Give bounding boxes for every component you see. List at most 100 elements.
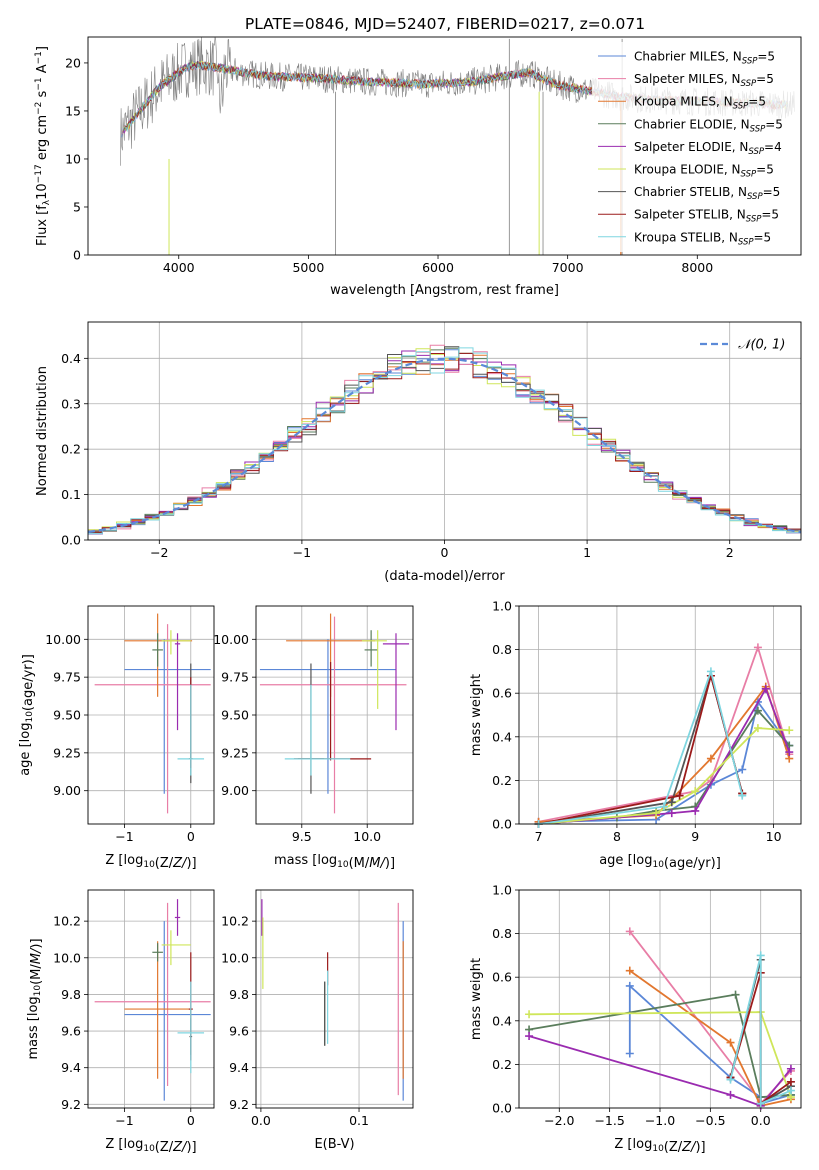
y-tick-label: 9.6 (229, 1024, 249, 1039)
y-tick-label: 10.00 (213, 632, 249, 647)
x-axis-label: Z [log10(Z/Z/)] (105, 1137, 196, 1155)
y-tick-label: 0.1 (61, 487, 81, 502)
x-tick-label: 0.0 (751, 1113, 771, 1128)
weight-marker (786, 1086, 795, 1095)
legend-entry: Kroupa STELIB, NSSP=5 (634, 230, 771, 247)
weight-marker (786, 1077, 795, 1086)
weight-marker (738, 791, 747, 800)
x-tick-label: 6000 (422, 260, 454, 275)
legend-entry: Salpeter STELIB, NSSP=5 (634, 208, 779, 225)
y-tick-label: 0.2 (492, 773, 512, 788)
age_vs_mass-errorbars (259, 613, 410, 814)
x-tick-label: −1 (115, 829, 133, 844)
x-axis-label: (data-model)/error (384, 569, 505, 584)
weight-marker (785, 726, 794, 735)
weight_vs_age-frame (518, 605, 802, 825)
x-axis-label: wavelength [Angstrom, rest frame] (330, 283, 559, 298)
y-tick-label: 0.4 (492, 729, 512, 744)
mass_vs_ebv-axes: 0.0 0.1 9.2 9.4 9.6 9.8 10.0 10.2 E(B-V) (221, 890, 413, 1152)
weight_vs_age-lines (534, 643, 794, 828)
mass_vs_Z-axes: −1 0 9.2 9.4 9.6 9.8 10.0 10.2 Z [log10(Z/Z/)] ma… (26, 890, 214, 1155)
mass_vs_ebv-frame (255, 889, 414, 1109)
weight-marker (625, 927, 634, 936)
weight-marker (691, 806, 700, 815)
x-axis-label: E(B-V) (314, 1137, 354, 1152)
spectrum-axes: 4000 5000 6000 7000 8000 0 5 10 15 20 wavelength [… (34, 46, 713, 298)
x-tick-label: 2 (726, 545, 734, 560)
y-tick-label: 10.2 (221, 914, 249, 929)
weight-marker (659, 802, 668, 811)
weight-marker (706, 667, 715, 676)
weight-marker (726, 1075, 735, 1084)
y-tick-label: 9.75 (53, 670, 81, 685)
y-tick-label: 1.0 (492, 599, 512, 614)
x-tick-label: 4000 (163, 260, 195, 275)
weight-marker (525, 1032, 534, 1041)
y-tick-label: 10.00 (45, 632, 81, 647)
y-tick-label: 10 (65, 151, 81, 166)
x-tick-label: 0 (441, 545, 449, 560)
y-tick-label: 0.6 (492, 686, 512, 701)
spectrum-frame (87, 36, 802, 256)
legend-entry: Chabrier STELIB, NSSP=5 (634, 185, 780, 202)
spectrum-legend: Chabrier MILES, NSSP=5 Salpeter MILES, NS… (592, 42, 796, 252)
y-tick-label: 0.6 (492, 970, 512, 985)
age_vs_mass-frame (255, 605, 414, 825)
y-tick-label: 9.8 (61, 987, 81, 1002)
y-tick-label: 9.00 (221, 783, 249, 798)
y-tick-label: 9.00 (53, 783, 81, 798)
weight-line (538, 699, 791, 823)
x-tick-label: 1 (583, 545, 591, 560)
weight_vs_Z-lines (525, 927, 795, 1110)
x-tick-label: −2.0 (544, 1113, 574, 1128)
y-axis-label: age [log10(age/yr)] (18, 654, 36, 776)
weight-line (528, 993, 791, 1099)
y-tick-label: 0.3 (61, 396, 81, 411)
y-tick-label: 9.75 (221, 670, 249, 685)
y-tick-label: 0 (73, 248, 81, 263)
weight-marker (753, 706, 762, 715)
residual-histograms (87, 344, 802, 535)
age_vs_mass-axes: 9.5 10.0 9.00 9.25 9.50 9.75 10.00 mass [log10(… (213, 606, 413, 871)
x-tick-label: 9 (691, 829, 699, 844)
y-tick-label: 9.2 (229, 1097, 249, 1112)
weight-marker (525, 1010, 534, 1019)
y-tick-label: 1.0 (492, 883, 512, 898)
y-tick-label: 0.8 (492, 926, 512, 941)
x-tick-label: −2 (150, 545, 168, 560)
weight-marker (738, 765, 747, 774)
weight-marker (753, 643, 762, 652)
weight-line (538, 668, 744, 825)
x-tick-label: 5000 (292, 260, 324, 275)
y-tick-label: 9.50 (221, 708, 249, 723)
y-axis-label: mass weight (469, 674, 484, 756)
y-tick-label: 0.0 (492, 1101, 512, 1116)
y-tick-label: 9.25 (53, 745, 81, 760)
x-tick-label: −1.5 (594, 1113, 624, 1128)
y-tick-label: 0.2 (492, 1057, 512, 1072)
y-tick-label: 9.25 (221, 745, 249, 760)
weight-line (629, 969, 792, 1107)
x-axis-label: age [log10(age/yr)] (599, 853, 721, 871)
weight-marker (625, 981, 634, 990)
y-tick-label: 0.2 (61, 442, 81, 457)
weight-marker (625, 1049, 634, 1058)
weight-marker (652, 809, 661, 818)
weight-marker (706, 754, 715, 763)
weight-marker (786, 1064, 795, 1073)
legend-entry: Salpeter ELODIE, NSSP=4 (634, 140, 782, 157)
legend-entry: Chabrier ELODIE, NSSP=5 (634, 117, 783, 134)
weight-marker (691, 787, 700, 796)
x-tick-label: 0.0 (251, 1113, 271, 1128)
y-axis-label: mass [log10(M/M/)] (26, 938, 44, 1059)
x-tick-label: 9.5 (292, 829, 312, 844)
y-tick-label: 9.4 (61, 1060, 81, 1075)
weight-line (528, 1035, 792, 1107)
weight_vs_Z-frame (518, 889, 802, 1109)
x-tick-label: 8000 (681, 260, 713, 275)
age_vs_Z-frame (87, 605, 215, 825)
y-tick-label: 0.0 (492, 817, 512, 832)
x-tick-label: 10.0 (353, 829, 381, 844)
x-tick-label: 0.1 (349, 1113, 369, 1128)
weight-marker (675, 791, 684, 800)
